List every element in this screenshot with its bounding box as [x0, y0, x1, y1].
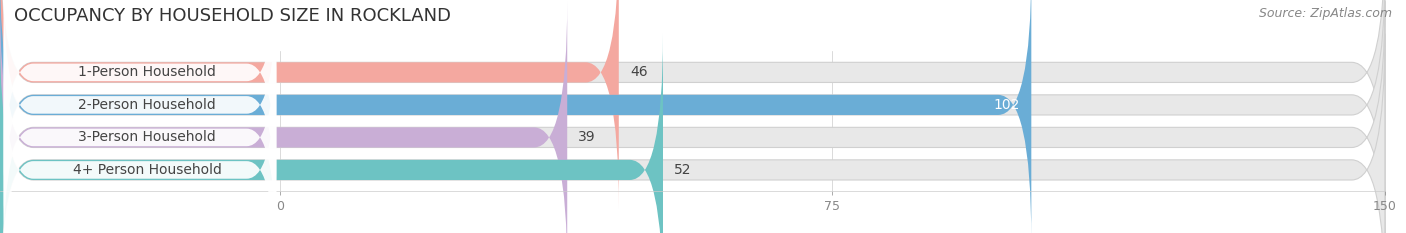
FancyBboxPatch shape [0, 0, 619, 209]
FancyBboxPatch shape [0, 34, 1385, 233]
Text: 52: 52 [673, 163, 692, 177]
Text: 3-Person Household: 3-Person Household [79, 130, 217, 144]
Text: 4+ Person Household: 4+ Person Household [73, 163, 222, 177]
Text: 2-Person Household: 2-Person Household [79, 98, 217, 112]
Text: Source: ZipAtlas.com: Source: ZipAtlas.com [1258, 7, 1392, 20]
Text: 102: 102 [994, 98, 1021, 112]
FancyBboxPatch shape [0, 0, 1385, 209]
FancyBboxPatch shape [4, 0, 276, 226]
FancyBboxPatch shape [4, 49, 276, 233]
FancyBboxPatch shape [4, 0, 276, 194]
Text: OCCUPANCY BY HOUSEHOLD SIZE IN ROCKLAND: OCCUPANCY BY HOUSEHOLD SIZE IN ROCKLAND [14, 7, 451, 25]
FancyBboxPatch shape [0, 0, 1032, 233]
FancyBboxPatch shape [0, 1, 567, 233]
FancyBboxPatch shape [0, 34, 664, 233]
FancyBboxPatch shape [4, 16, 276, 233]
Text: 46: 46 [630, 65, 648, 79]
Text: 1-Person Household: 1-Person Household [79, 65, 217, 79]
Text: 39: 39 [578, 130, 596, 144]
